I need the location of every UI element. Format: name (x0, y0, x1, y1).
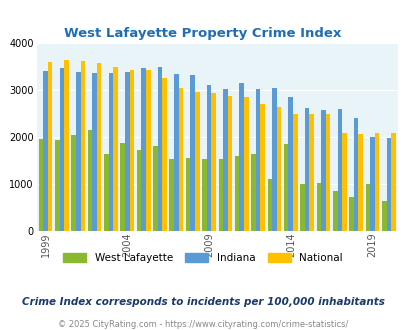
Bar (390, 133, 395, 231)
Bar (202, 159, 206, 231)
Bar (283, 144, 288, 231)
Bar (222, 88, 227, 231)
Bar (243, 97, 248, 231)
Text: West Lafayette Property Crime Index: West Lafayette Property Crime Index (64, 26, 341, 40)
Bar (309, 115, 313, 231)
Bar (60, 68, 64, 231)
Bar (153, 147, 157, 231)
Bar (381, 201, 386, 231)
Text: Crime Index corresponds to incidents per 100,000 inhabitants: Crime Index corresponds to incidents per… (21, 297, 384, 307)
Bar (92, 74, 97, 231)
Bar (48, 62, 52, 231)
Bar (260, 104, 264, 231)
Bar (43, 71, 48, 231)
Bar (194, 92, 199, 231)
Bar (136, 149, 141, 231)
Bar (38, 139, 43, 231)
Bar (97, 63, 101, 231)
Bar (332, 190, 337, 231)
Text: © 2025 CityRating.com - https://www.cityrating.com/crime-statistics/: © 2025 CityRating.com - https://www.city… (58, 319, 347, 329)
Bar (80, 61, 85, 231)
Bar (64, 60, 68, 231)
Bar (320, 110, 325, 231)
Bar (218, 159, 222, 231)
Bar (178, 87, 183, 231)
Bar (255, 88, 260, 231)
Bar (369, 137, 374, 231)
Bar (276, 107, 281, 231)
Bar (145, 70, 150, 231)
Legend: West Lafayette, Indiana, National: West Lafayette, Indiana, National (59, 248, 346, 267)
Bar (227, 96, 232, 231)
Bar (374, 133, 378, 231)
Bar (129, 70, 134, 231)
Bar (190, 75, 194, 231)
Bar (300, 184, 304, 231)
Bar (211, 93, 215, 231)
Bar (169, 159, 174, 231)
Bar (316, 183, 320, 231)
Bar (251, 154, 255, 231)
Bar (337, 109, 341, 231)
Bar (185, 158, 190, 231)
Bar (348, 197, 353, 231)
Bar (271, 88, 276, 231)
Bar (267, 179, 271, 231)
Bar (55, 140, 60, 231)
Bar (113, 67, 117, 231)
Bar (341, 133, 346, 231)
Bar (206, 85, 211, 231)
Bar (365, 183, 369, 231)
Bar (76, 72, 80, 231)
Bar (325, 115, 330, 231)
Bar (141, 68, 145, 231)
Bar (87, 130, 92, 231)
Bar (104, 154, 109, 231)
Bar (386, 138, 390, 231)
Bar (109, 73, 113, 231)
Bar (162, 78, 166, 231)
Bar (239, 83, 243, 231)
Bar (157, 67, 162, 231)
Bar (120, 143, 125, 231)
Bar (288, 97, 292, 231)
Bar (353, 118, 358, 231)
Bar (71, 135, 76, 231)
Bar (292, 114, 297, 231)
Bar (125, 72, 129, 231)
Bar (174, 74, 178, 231)
Bar (304, 108, 309, 231)
Bar (358, 134, 362, 231)
Bar (234, 156, 239, 231)
